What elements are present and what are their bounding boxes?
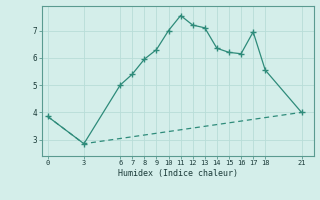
X-axis label: Humidex (Indice chaleur): Humidex (Indice chaleur) (118, 169, 237, 178)
